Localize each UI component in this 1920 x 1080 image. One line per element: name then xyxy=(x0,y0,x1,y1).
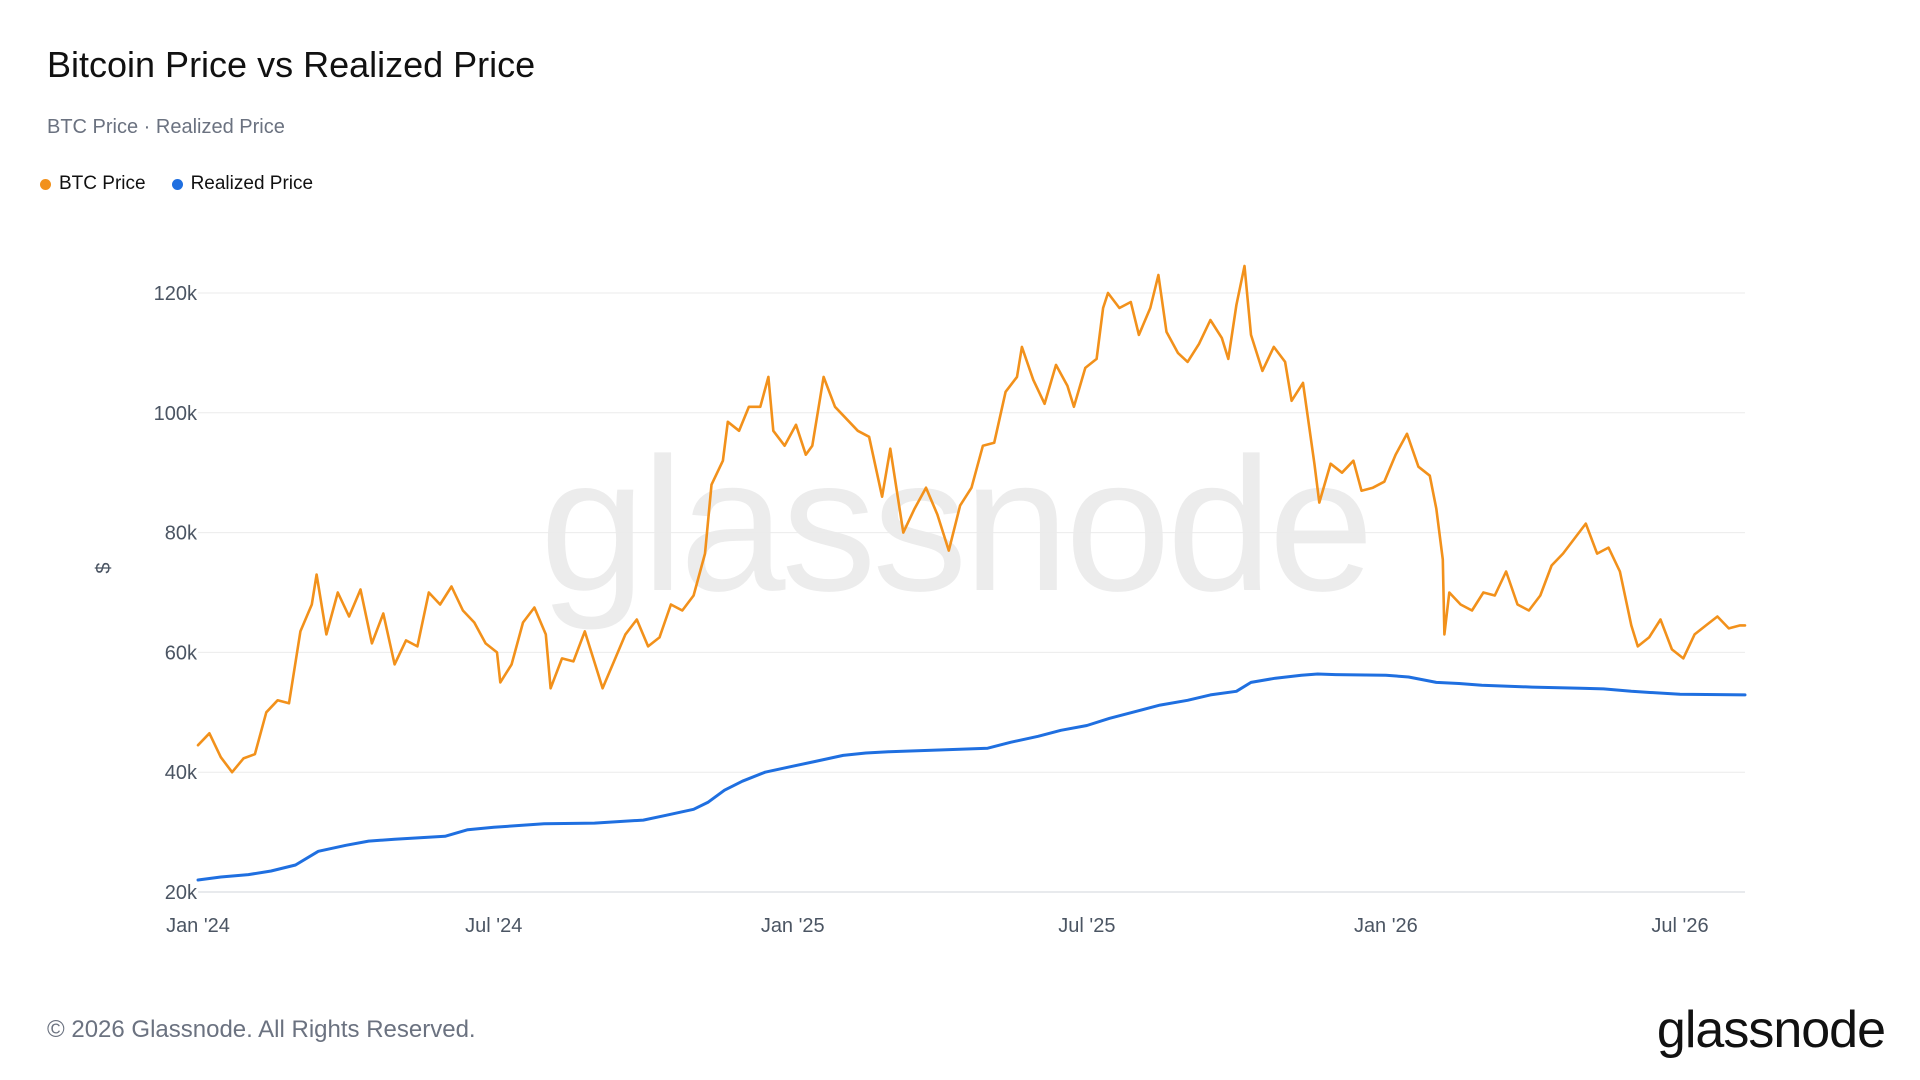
x-tick-label: Jan '25 xyxy=(761,915,825,937)
legend-label-btc-price: BTC Price xyxy=(59,173,146,194)
y-tick-label: 60k xyxy=(165,642,198,664)
grid-lines xyxy=(198,292,1745,893)
watermark: glassnode xyxy=(540,419,1370,631)
glassnode-logo[interactable]: glassnode xyxy=(1656,1001,1886,1059)
chart-subtitle: BTC Price · Realized Price xyxy=(47,116,285,138)
x-tick-label: Jul '25 xyxy=(1058,915,1115,937)
legend-item-btc-price[interactable]: BTC Price xyxy=(40,173,146,195)
legend-dot-realized-price xyxy=(171,178,183,190)
legend-item-realized-price[interactable]: Realized Price xyxy=(171,173,314,195)
series-group xyxy=(196,264,1747,882)
y-tick-label: 80k xyxy=(165,523,198,545)
x-tick-label: Jan '24 xyxy=(166,915,230,937)
x-tick-label: Jan '26 xyxy=(1354,915,1418,937)
y-tick-label: 120k xyxy=(154,283,198,305)
legend-dot-btc-price xyxy=(40,178,51,190)
legend-label-realized-price: Realized Price xyxy=(190,173,314,194)
y-axis-label: $ xyxy=(93,562,115,573)
chart-title: Bitcoin Price vs Realized Price xyxy=(47,44,536,85)
legend: BTC Price Realized Price xyxy=(40,173,313,195)
copyright-text: © 2026 Glassnode. All Rights Reserved. xyxy=(47,1016,476,1043)
x-axis-ticks: Jan '24 Jul '24 Jan '25 Jul '25 Jan '26 Jul '… xyxy=(166,915,1709,937)
x-tick-label: Jul '24 xyxy=(465,915,522,937)
y-axis-ticks: 20k 40k 60k 80k 100k 120k xyxy=(154,283,198,904)
y-tick-label: 40k xyxy=(165,762,198,784)
x-tick-label: Jul '26 xyxy=(1651,915,1708,937)
btc-price-line[interactable] xyxy=(196,264,1747,774)
realized-price-line[interactable] xyxy=(196,672,1747,882)
y-tick-label: 20k xyxy=(165,882,198,904)
y-tick-label: 100k xyxy=(154,403,198,425)
